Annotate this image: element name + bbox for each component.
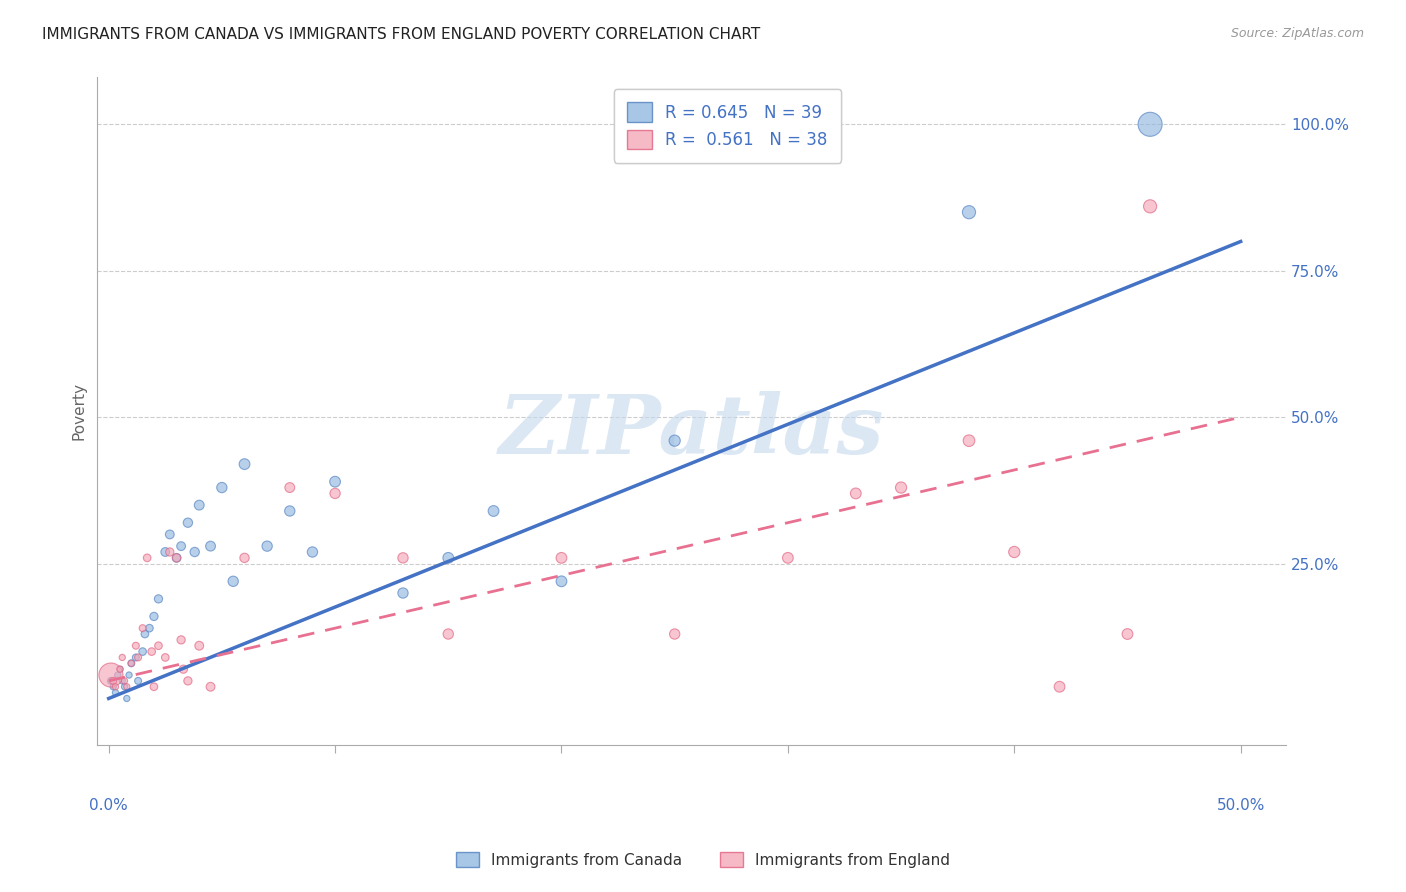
Point [120,657,142,671]
Point [155,545,177,559]
Point [1002,545,1025,559]
Point [188,498,211,512]
Point [107,668,129,682]
Point [111,650,134,665]
Point [437,627,460,641]
Point [845,486,868,500]
Point [1139,199,1161,213]
Point [166,550,188,565]
Point [166,550,188,565]
Point [233,457,256,471]
Point [159,545,181,559]
Point [127,673,149,688]
Point [188,639,211,653]
Point [114,673,136,688]
Legend: R = 0.645   N = 39, R =  0.561   N = 38: R = 0.645 N = 39, R = 0.561 N = 38 [613,89,841,162]
Point [323,486,346,500]
Point [233,550,256,565]
Point [120,657,142,671]
Point [100,668,122,682]
Point [108,662,131,676]
Point [141,644,163,658]
Point [957,434,980,448]
Point [114,680,136,694]
Point [104,685,127,699]
Text: 50.0%: 50.0% [1216,798,1265,814]
Point [111,673,134,688]
Point [776,550,799,565]
Point [159,527,181,541]
Point [155,650,177,665]
Point [664,627,686,641]
Point [664,434,686,448]
Point [138,621,160,635]
Point [177,673,200,688]
Point [890,481,912,495]
Point [134,627,156,641]
Point [301,545,323,559]
Point [131,644,153,658]
Point [550,574,572,589]
Y-axis label: Poverty: Poverty [72,383,86,441]
Text: Source: ZipAtlas.com: Source: ZipAtlas.com [1230,27,1364,40]
Point [211,481,233,495]
Point [118,668,141,682]
Point [142,609,165,624]
Point [170,632,193,647]
Point [115,691,138,706]
Point [1049,680,1071,694]
Point [125,650,148,665]
Point [482,504,505,518]
Point [103,673,125,688]
Point [278,481,301,495]
Point [323,475,346,489]
Point [177,516,200,530]
Legend: Immigrants from Canada, Immigrants from England: Immigrants from Canada, Immigrants from … [449,844,957,875]
Point [108,662,131,676]
Point [1116,627,1139,641]
Point [136,550,159,565]
Point [115,680,138,694]
Point [131,621,153,635]
Point [170,539,193,553]
Point [148,639,170,653]
Point [103,680,125,694]
Point [142,680,165,694]
Point [278,504,301,518]
Point [550,550,572,565]
Point [148,591,170,606]
Point [200,539,222,553]
Point [222,574,245,589]
Point [1139,117,1161,131]
Point [392,586,415,600]
Point [172,662,194,676]
Point [392,550,415,565]
Point [183,545,205,559]
Point [104,680,127,694]
Point [100,673,122,688]
Text: ZIPatlas: ZIPatlas [499,392,884,472]
Text: IMMIGRANTS FROM CANADA VS IMMIGRANTS FROM ENGLAND POVERTY CORRELATION CHART: IMMIGRANTS FROM CANADA VS IMMIGRANTS FRO… [42,27,761,42]
Point [437,550,460,565]
Point [125,639,148,653]
Text: 0.0%: 0.0% [90,798,128,814]
Point [127,650,149,665]
Point [200,680,222,694]
Point [957,205,980,219]
Point [256,539,278,553]
